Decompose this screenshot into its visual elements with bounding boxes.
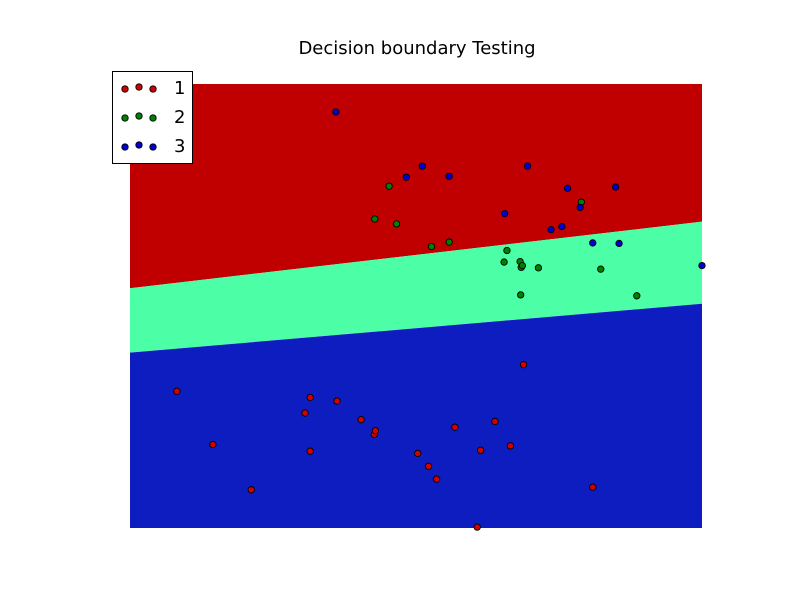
legend: 1 2 3 (112, 71, 193, 164)
chart-title: Decision boundary Testing (298, 38, 535, 59)
decision-regions (130, 84, 702, 528)
point-series-1 (173, 387, 181, 395)
point-series-1 (451, 423, 459, 431)
point-series-2 (503, 246, 511, 255)
point-series-3 (576, 203, 584, 212)
point-series-2 (500, 258, 508, 266)
region-red (130, 84, 702, 289)
point-series-3 (332, 108, 340, 116)
point-series-2 (517, 291, 525, 299)
legend-marker-2 (121, 114, 129, 122)
series-1 (173, 360, 597, 531)
point-series-1 (301, 409, 309, 417)
point-series-1 (432, 475, 441, 483)
point-series-1 (491, 417, 499, 426)
point-series-1 (476, 446, 485, 454)
point-series-2 (385, 182, 393, 190)
legend-marker-2 (135, 112, 143, 120)
point-series-3 (615, 239, 623, 248)
point-series-2 (427, 242, 436, 251)
data-points (173, 108, 706, 531)
point-series-1 (306, 393, 314, 402)
point-series-3 (563, 184, 572, 192)
series-3 (332, 108, 706, 270)
legend-marker-3 (121, 143, 129, 151)
point-series-3 (445, 172, 453, 181)
point-series-3 (418, 162, 426, 170)
legend-marker-1 (149, 85, 157, 93)
point-series-3 (611, 183, 620, 191)
region-blue (130, 303, 702, 528)
legend-label-2: 2 (174, 107, 185, 128)
point-series-2 (445, 238, 453, 246)
point-series-1 (371, 427, 380, 435)
legend-marker-3 (135, 141, 143, 149)
point-series-1 (473, 523, 481, 531)
point-series-1 (306, 447, 314, 455)
legend-marker-1 (135, 83, 143, 91)
point-series-2 (392, 220, 401, 228)
legend-marker-3 (149, 143, 157, 151)
point-series-2 (371, 215, 379, 223)
series-2 (371, 182, 641, 300)
point-series-1 (357, 416, 365, 424)
point-series-1 (247, 486, 255, 494)
region-green (130, 221, 702, 353)
point-series-2 (518, 261, 527, 270)
point-series-2 (633, 292, 641, 300)
point-series-3 (589, 239, 597, 247)
point-series-3 (698, 261, 706, 270)
point-series-1 (589, 483, 597, 491)
point-series-1 (506, 442, 515, 450)
legend-marker-1 (121, 85, 129, 93)
legend-label-1: 1 (174, 78, 185, 99)
point-series-1 (519, 360, 528, 369)
point-series-3 (547, 225, 555, 234)
point-series-3 (558, 222, 566, 231)
point-series-1 (209, 440, 217, 449)
legend-label-3: 3 (174, 136, 185, 157)
legend-marker-2 (149, 114, 157, 122)
point-series-3 (501, 209, 509, 218)
point-series-2 (597, 265, 605, 273)
point-series-1 (424, 462, 433, 470)
point-series-1 (414, 449, 422, 458)
point-series-3 (523, 162, 532, 170)
point-series-3 (402, 173, 410, 181)
point-series-2 (534, 264, 543, 272)
point-series-1 (333, 397, 341, 405)
